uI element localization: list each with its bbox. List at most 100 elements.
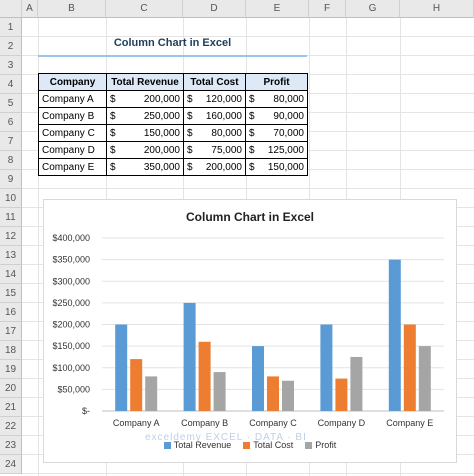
grid-row-line — [22, 473, 474, 474]
bar-total-revenue[interactable] — [115, 324, 128, 412]
company-cell[interactable]: Company A — [38, 90, 107, 108]
bar-profit[interactable] — [350, 356, 363, 411]
profit-cell[interactable]: $90,000 — [245, 107, 308, 125]
row-header-6[interactable]: 6 — [0, 113, 22, 132]
row-header-7[interactable]: 7 — [0, 132, 22, 151]
row-header-23[interactable]: 23 — [0, 436, 22, 455]
header-profit[interactable]: Profit — [245, 73, 308, 91]
revenue-value: 150,000 — [143, 127, 180, 139]
bar-total-cost[interactable] — [335, 378, 348, 411]
company-cell[interactable]: Company E — [38, 158, 107, 176]
row-header-24[interactable]: 24 — [0, 455, 22, 474]
bar-total-revenue[interactable] — [183, 302, 196, 411]
row-header-11[interactable]: 11 — [0, 208, 22, 227]
profit-value: 70,000 — [273, 127, 304, 139]
row-header-2[interactable]: 2 — [0, 37, 22, 56]
row-header-13[interactable]: 13 — [0, 246, 22, 265]
legend-item[interactable]: Total Cost — [243, 440, 293, 450]
legend-label: Total Cost — [253, 440, 294, 450]
row-header-14[interactable]: 14 — [0, 265, 22, 284]
profit-cell[interactable]: $125,000 — [245, 141, 308, 159]
header-total-cost[interactable]: Total Cost — [183, 73, 246, 91]
currency-symbol: $ — [249, 110, 255, 122]
bar-total-cost[interactable] — [403, 324, 416, 412]
row-header-10[interactable]: 10 — [0, 189, 22, 208]
currency-symbol: $ — [249, 127, 255, 139]
chart-legend: Total Revenue Total Cost Profit — [44, 440, 456, 450]
company-cell[interactable]: Company D — [38, 141, 107, 159]
row-header-21[interactable]: 21 — [0, 398, 22, 417]
y-tick-label: $100,000 — [52, 363, 90, 373]
currency-symbol: $ — [187, 127, 193, 139]
cost-cell[interactable]: $160,000 — [183, 107, 246, 125]
chart-title: Column Chart in Excel — [185, 210, 315, 224]
profit-cell[interactable]: $80,000 — [245, 90, 308, 108]
bar-profit[interactable] — [418, 346, 431, 411]
cost-cell[interactable]: $200,000 — [183, 158, 246, 176]
revenue-cell[interactable]: $350,000 — [106, 158, 184, 176]
row-header-18[interactable]: 18 — [0, 341, 22, 360]
select-all-corner[interactable] — [0, 0, 22, 18]
column-header-c[interactable]: C — [106, 0, 183, 18]
cost-value: 120,000 — [205, 93, 242, 105]
row-header-12[interactable]: 12 — [0, 227, 22, 246]
company-cell[interactable]: Company B — [38, 107, 107, 125]
cost-cell[interactable]: $80,000 — [183, 124, 246, 142]
row-header-15[interactable]: 15 — [0, 284, 22, 303]
currency-symbol: $ — [110, 93, 116, 105]
bar-profit[interactable] — [145, 376, 158, 411]
sheet-title[interactable]: Column Chart in Excel — [113, 37, 232, 49]
revenue-cell[interactable]: $200,000 — [106, 90, 184, 108]
grid-row-line — [22, 188, 474, 189]
row-header-20[interactable]: 20 — [0, 379, 22, 398]
bar-total-cost[interactable] — [198, 341, 211, 411]
cost-cell[interactable]: $120,000 — [183, 90, 246, 108]
column-header-g[interactable]: G — [346, 0, 400, 18]
legend-swatch — [243, 442, 251, 450]
bar-profit[interactable] — [213, 372, 226, 411]
legend-item[interactable]: Profit — [305, 440, 336, 450]
revenue-cell[interactable]: $150,000 — [106, 124, 184, 142]
revenue-cell[interactable]: $250,000 — [106, 107, 184, 125]
row-header-5[interactable]: 5 — [0, 94, 22, 113]
bar-profit[interactable] — [282, 380, 294, 411]
bar-total-cost[interactable] — [130, 359, 143, 411]
cost-cell[interactable]: $75,000 — [183, 141, 246, 159]
column-header-e[interactable]: E — [246, 0, 309, 18]
row-header-9[interactable]: 9 — [0, 170, 22, 189]
currency-symbol: $ — [249, 161, 255, 173]
profit-cell[interactable]: $70,000 — [245, 124, 308, 142]
y-tick-label: $350,000 — [52, 255, 90, 265]
revenue-cell[interactable]: $200,000 — [106, 141, 184, 159]
header-total-revenue[interactable]: Total Revenue — [106, 73, 184, 91]
revenue-value: 200,000 — [143, 93, 180, 105]
row-header-4[interactable]: 4 — [0, 75, 22, 94]
row-header-8[interactable]: 8 — [0, 151, 22, 170]
bar-total-revenue[interactable] — [388, 259, 401, 411]
row-header-16[interactable]: 16 — [0, 303, 22, 322]
bar-total-cost[interactable] — [267, 376, 279, 411]
column-header-a[interactable]: A — [22, 0, 38, 18]
column-header-b[interactable]: B — [38, 0, 106, 18]
column-header-h[interactable]: H — [400, 0, 474, 18]
row-header-3[interactable]: 3 — [0, 56, 22, 75]
company-cell[interactable]: Company C — [38, 124, 107, 142]
bar-total-revenue[interactable] — [320, 324, 333, 412]
row-header-17[interactable]: 17 — [0, 322, 22, 341]
x-tick-label: Company E — [386, 418, 433, 428]
profit-cell[interactable]: $150,000 — [245, 158, 308, 176]
revenue-value: 250,000 — [143, 110, 180, 122]
row-header-1[interactable]: 1 — [0, 18, 22, 37]
column-header-d[interactable]: D — [183, 0, 246, 18]
column-chart[interactable]: Column Chart in Excel $- $50,000 $100,000 $… — [43, 199, 457, 463]
chart-plot: $- $50,000 $100,000 $150,000 $200,000 $250,00… — [52, 233, 444, 428]
legend-item[interactable]: Total Revenue — [163, 440, 231, 450]
currency-symbol: $ — [187, 144, 193, 156]
currency-symbol: $ — [187, 110, 193, 122]
row-header-22[interactable]: 22 — [0, 417, 22, 436]
bar-total-revenue[interactable] — [252, 346, 264, 411]
table-row: Company C $150,000 $80,000 $70,000 — [38, 124, 308, 142]
column-header-f[interactable]: F — [309, 0, 346, 18]
row-header-19[interactable]: 19 — [0, 360, 22, 379]
header-company[interactable]: Company — [38, 73, 107, 91]
